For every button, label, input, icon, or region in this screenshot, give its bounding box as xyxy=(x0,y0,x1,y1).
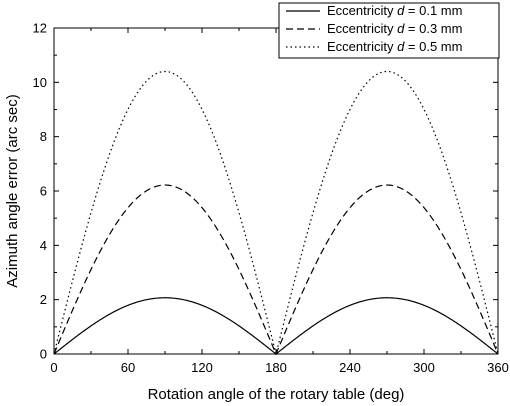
legend-suffix: = 0.1 mm xyxy=(404,3,462,18)
x-tick-label: 180 xyxy=(265,360,287,375)
legend-variable: d xyxy=(397,39,405,54)
y-tick-label: 2 xyxy=(40,292,47,307)
x-tick-label: 360 xyxy=(487,360,509,375)
legend-entry: Eccentricity d = 0.5 mm xyxy=(327,39,462,54)
legend-prefix: Eccentricity xyxy=(327,3,397,18)
legend-prefix: Eccentricity xyxy=(327,21,397,36)
legend-prefix: Eccentricity xyxy=(327,39,397,54)
y-tick-label: 0 xyxy=(40,347,47,362)
x-tick-label: 300 xyxy=(413,360,435,375)
x-tick-label: 60 xyxy=(121,360,135,375)
y-tick-label: 12 xyxy=(33,21,47,36)
series-line-2 xyxy=(53,184,499,356)
series-line-3 xyxy=(53,70,499,355)
legend-entry: Eccentricity d = 0.3 mm xyxy=(327,21,462,36)
y-tick-label: 8 xyxy=(40,129,47,144)
legend-suffix: = 0.5 mm xyxy=(404,39,462,54)
y-tick-label: 10 xyxy=(33,75,47,90)
legend-box xyxy=(278,2,500,59)
legend-variable: d xyxy=(397,3,405,18)
plot-frame xyxy=(53,27,499,355)
legend-variable: d xyxy=(397,21,405,36)
x-tick-label: 240 xyxy=(339,360,361,375)
series-layer xyxy=(53,70,499,356)
x-axis-label: Rotation angle of the rotary table (deg) xyxy=(148,386,405,403)
legend-entry: Eccentricity d = 0.1 mm xyxy=(327,3,462,18)
series-line-1 xyxy=(53,297,499,355)
legend-suffix: = 0.3 mm xyxy=(404,21,462,36)
axis-ticks: 0 60 120 180 240 300 360 0 2 4 6 8 10 12 xyxy=(33,21,509,376)
x-tick-label: 0 xyxy=(50,360,57,375)
y-tick-label: 6 xyxy=(40,184,47,199)
x-tick-label: 120 xyxy=(191,360,213,375)
y-axis-label: Azimuth angle error (arc sec) xyxy=(4,94,21,287)
y-tick-label: 4 xyxy=(40,238,47,253)
